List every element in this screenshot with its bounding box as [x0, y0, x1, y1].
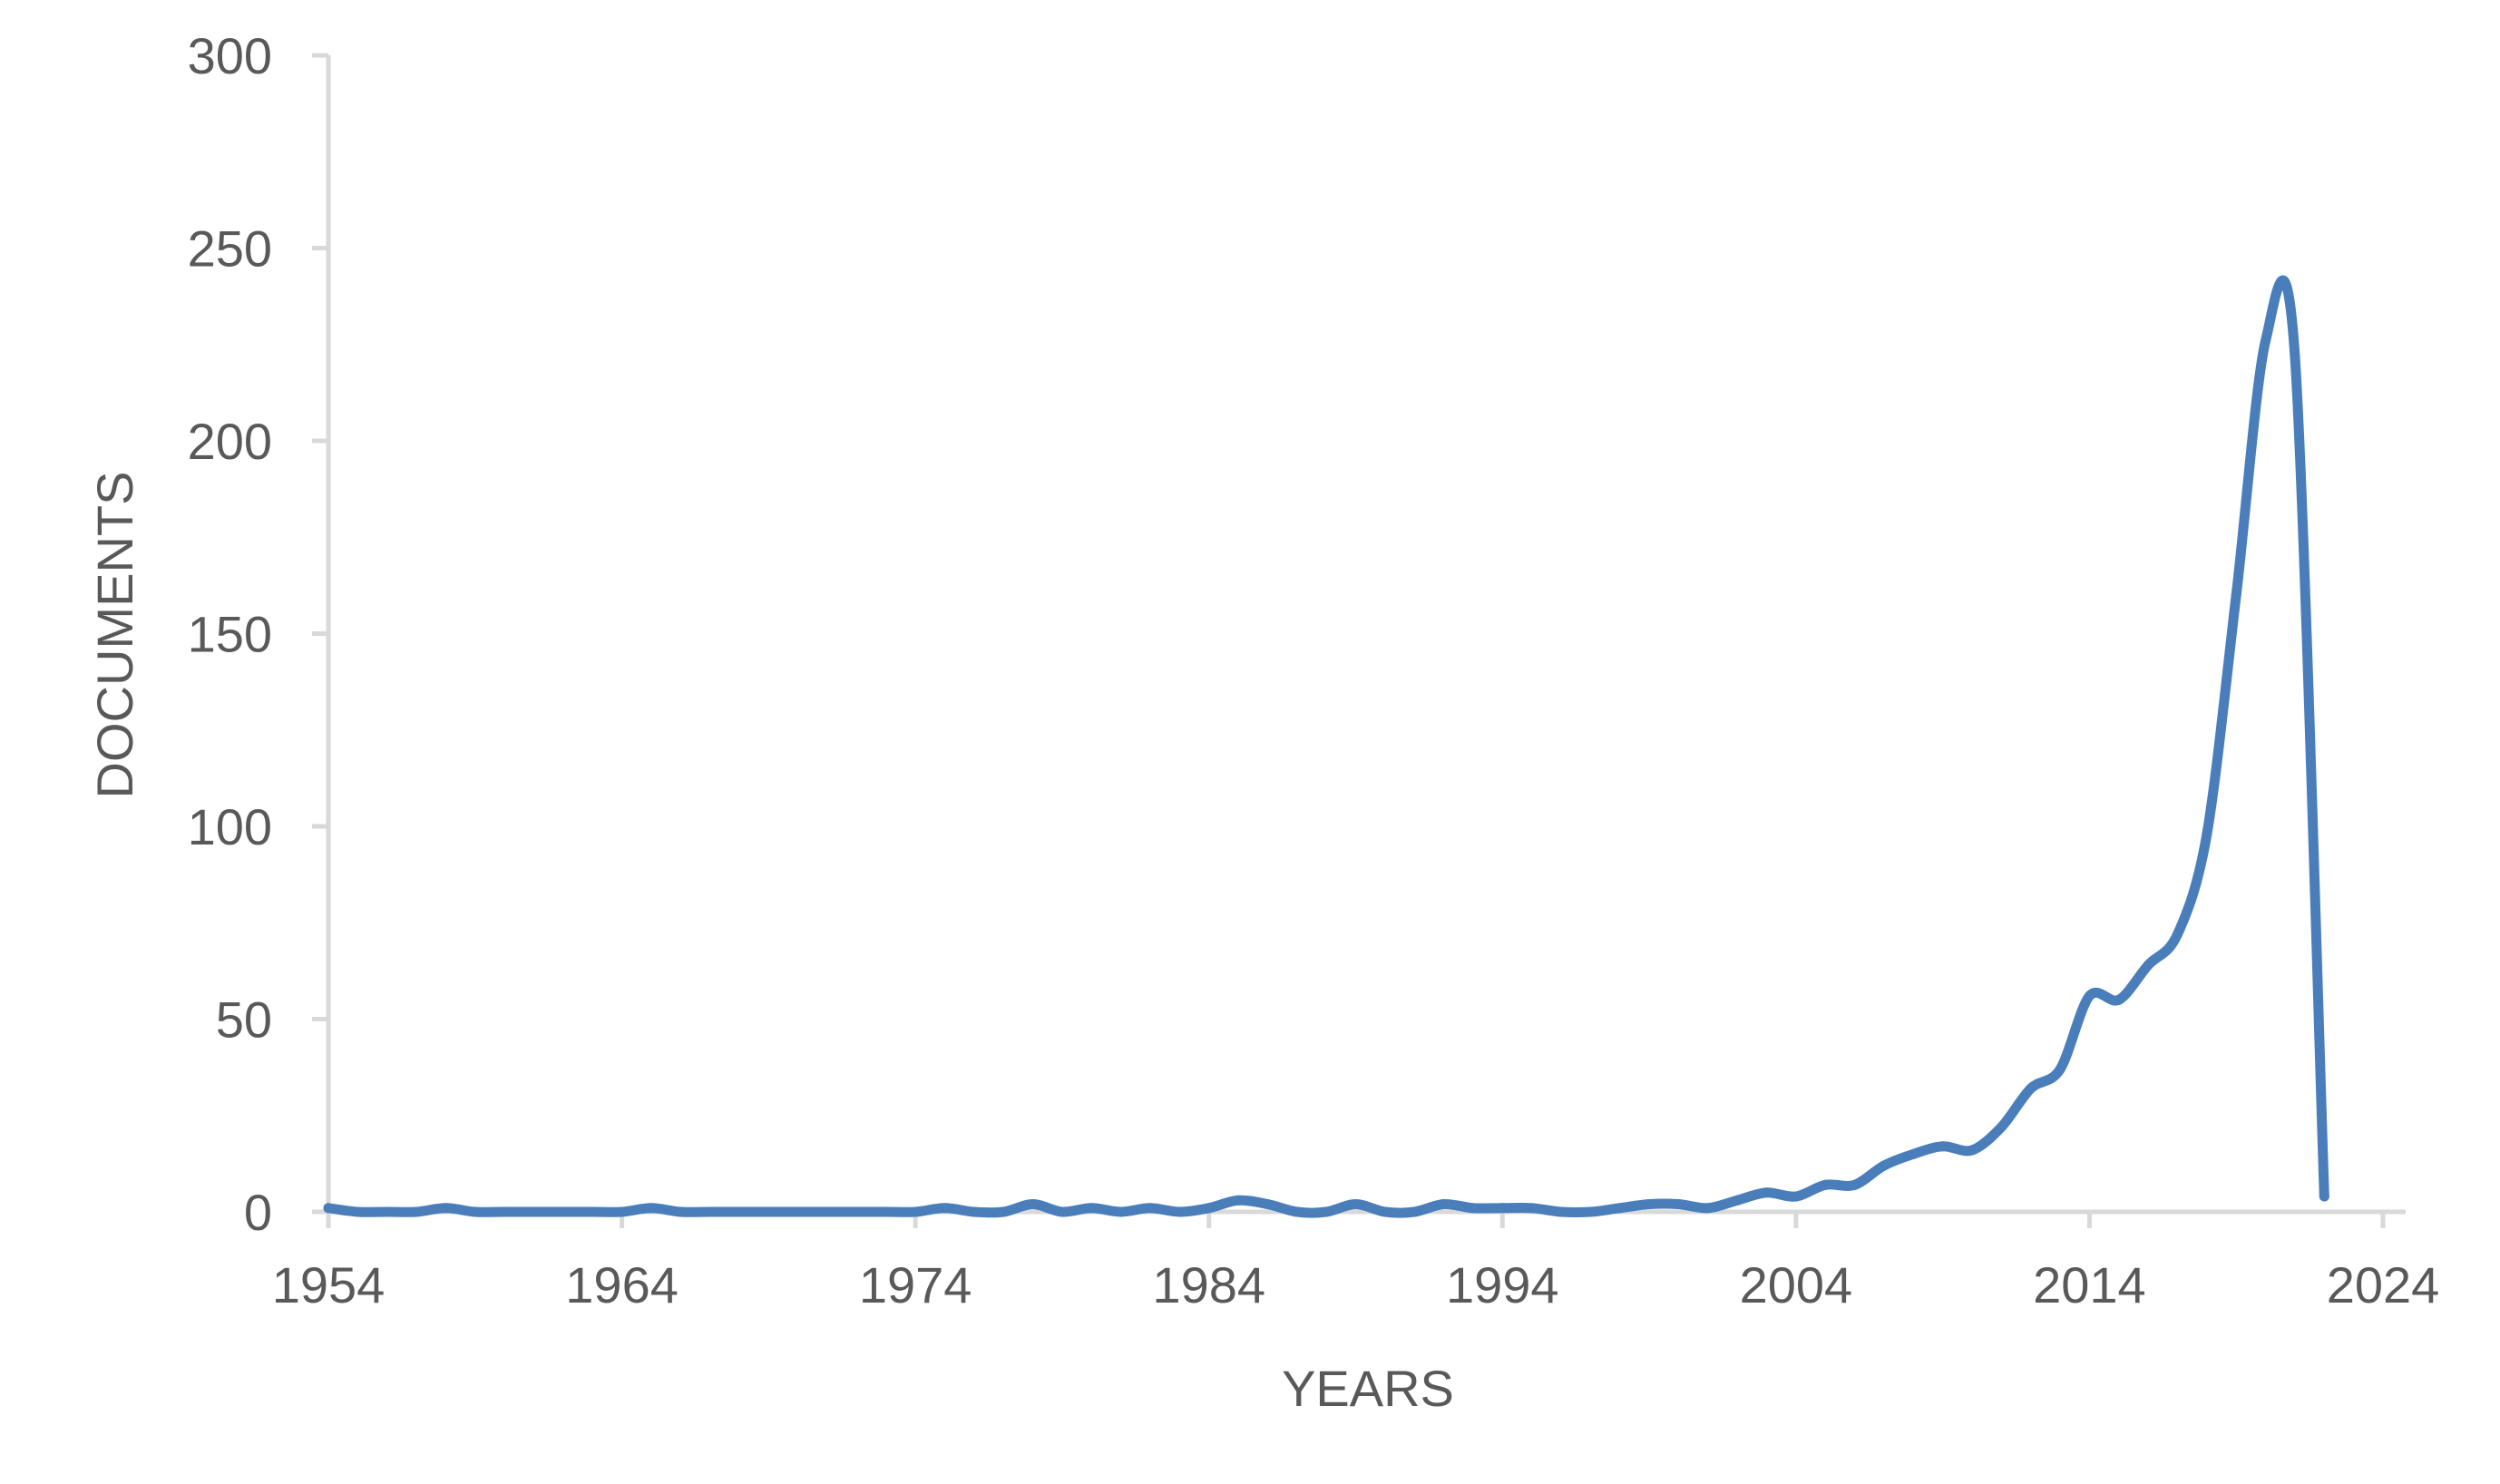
y-tick-label: 150 [188, 606, 272, 663]
data-point [675, 1206, 686, 1217]
data-point [881, 1206, 892, 1217]
y-axis-title: DOCUMENTS [86, 472, 143, 799]
data-point [969, 1206, 980, 1217]
y-tick-label: 0 [244, 1184, 272, 1241]
data-point [1204, 1203, 1215, 1214]
data-point [1262, 1199, 1273, 1209]
data-point [1468, 1203, 1479, 1214]
data-point [646, 1203, 657, 1214]
data-point [1938, 1141, 1948, 1152]
data-point [1380, 1206, 1391, 1217]
data-point [1996, 1122, 2007, 1132]
data-point [1145, 1203, 1156, 1214]
data-point [1174, 1206, 1185, 1217]
data-point [1879, 1160, 1890, 1171]
data-point [705, 1206, 716, 1217]
data-point [1732, 1195, 1743, 1206]
data-point [1233, 1195, 1244, 1206]
tick-labels: 0 50 100 150 200 250 300 1954 1964 1974 1984 1994 20… [188, 27, 2440, 1313]
data-point [1086, 1203, 1097, 1214]
data-point [1321, 1206, 1332, 1217]
data-point [352, 1206, 363, 1217]
x-axis-title: YEARS [1282, 1360, 1454, 1417]
data-point [2202, 829, 2212, 839]
series-line [323, 275, 2329, 1218]
x-tick-label: 1994 [1446, 1256, 1559, 1313]
data-point [1556, 1206, 1567, 1217]
data-point [822, 1206, 833, 1217]
data-point [440, 1203, 451, 1214]
data-point [940, 1203, 950, 1214]
data-point [1028, 1199, 1039, 1209]
data-point [2231, 590, 2241, 600]
data-point [2114, 994, 2124, 1005]
data-point [617, 1206, 628, 1217]
data-point [411, 1206, 422, 1217]
x-tick-label: 2004 [1740, 1256, 1853, 1313]
data-point [763, 1206, 774, 1217]
data-point [1850, 1179, 1860, 1190]
data-point [1908, 1148, 1919, 1159]
data-point [2319, 1191, 2329, 1202]
data-point [1820, 1179, 1831, 1190]
data-point [558, 1206, 569, 1217]
data-point [1673, 1199, 1684, 1209]
data-point [323, 1203, 334, 1214]
x-tick-label: 1984 [1152, 1256, 1265, 1313]
data-point [734, 1206, 745, 1217]
series-group [323, 275, 2329, 1218]
data-point [2026, 1083, 2036, 1094]
data-point [470, 1206, 481, 1217]
data-point [998, 1206, 1009, 1217]
data-point [1409, 1206, 1420, 1217]
data-point [910, 1206, 921, 1217]
data-point [2173, 929, 2183, 940]
data-point [1527, 1203, 1538, 1214]
data-point [587, 1206, 598, 1217]
data-point [2084, 991, 2095, 1001]
y-tick-label: 300 [188, 27, 272, 84]
data-point [1292, 1206, 1303, 1217]
y-tick-label: 50 [216, 991, 272, 1049]
data-point [793, 1206, 804, 1217]
x-tick-label: 1964 [565, 1256, 679, 1313]
data-point [1967, 1145, 1978, 1156]
data-point [1439, 1199, 1450, 1209]
data-point [1762, 1187, 1772, 1198]
x-tick-label: 1974 [859, 1256, 972, 1313]
data-point [1116, 1206, 1127, 1217]
data-point [2055, 1064, 2065, 1075]
data-point [1585, 1206, 1596, 1217]
axes [326, 55, 2406, 1215]
data-point [382, 1206, 393, 1217]
x-tick-label: 2024 [2327, 1256, 2440, 1313]
data-point [1791, 1191, 1802, 1202]
data-point [1644, 1199, 1655, 1209]
data-point [1057, 1206, 1068, 1217]
x-tick-label: 1954 [272, 1256, 386, 1313]
x-tick-label: 2014 [2033, 1256, 2146, 1313]
data-point [529, 1206, 539, 1217]
data-point [2143, 960, 2153, 971]
data-point [1497, 1203, 1508, 1214]
data-point [2290, 351, 2300, 361]
y-tick-label: 200 [188, 413, 272, 470]
y-tick-label: 100 [188, 798, 272, 855]
data-point [1351, 1199, 1361, 1209]
data-point [499, 1206, 510, 1217]
data-point [851, 1206, 862, 1217]
data-point [2261, 336, 2271, 346]
data-point [1703, 1203, 1714, 1214]
y-tick-label: 250 [188, 220, 272, 278]
data-point [1615, 1203, 1626, 1214]
